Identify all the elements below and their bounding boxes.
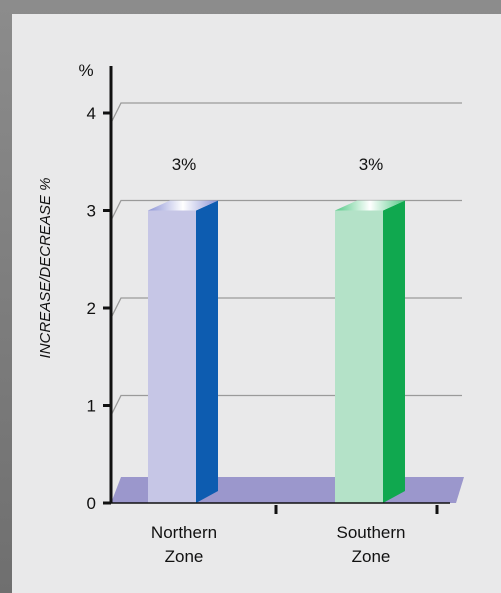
gridline	[110, 199, 462, 221]
y-axis-title: INCREASE/DECREASE %	[37, 178, 54, 359]
bar-top	[148, 200, 218, 211]
category-label: Northern	[151, 523, 217, 542]
labels: 3% Northern Zone 3% Southern Zone 0 1 2 3 4	[87, 104, 406, 566]
bar	[148, 200, 218, 503]
bars	[148, 200, 405, 503]
y-tick-label: 3	[87, 202, 96, 221]
y-tick-label: 1	[87, 397, 96, 416]
bar-side	[383, 200, 405, 503]
category-label: Zone	[165, 547, 204, 566]
category-label: Zone	[352, 547, 391, 566]
data-label: 3%	[172, 155, 197, 174]
y-tick-label: 2	[87, 299, 96, 318]
bar-front	[335, 210, 383, 503]
data-label: 3%	[359, 155, 384, 174]
y-unit-label: %	[78, 61, 93, 80]
bar	[335, 200, 405, 503]
y-tick-label: 0	[87, 494, 96, 513]
gridline	[110, 102, 462, 124]
y-tick-label: 4	[87, 104, 96, 123]
axes	[103, 66, 450, 514]
bar-top	[335, 200, 405, 211]
category-label: Southern	[337, 523, 406, 542]
bar-side	[196, 200, 218, 503]
bar-front	[148, 210, 196, 503]
